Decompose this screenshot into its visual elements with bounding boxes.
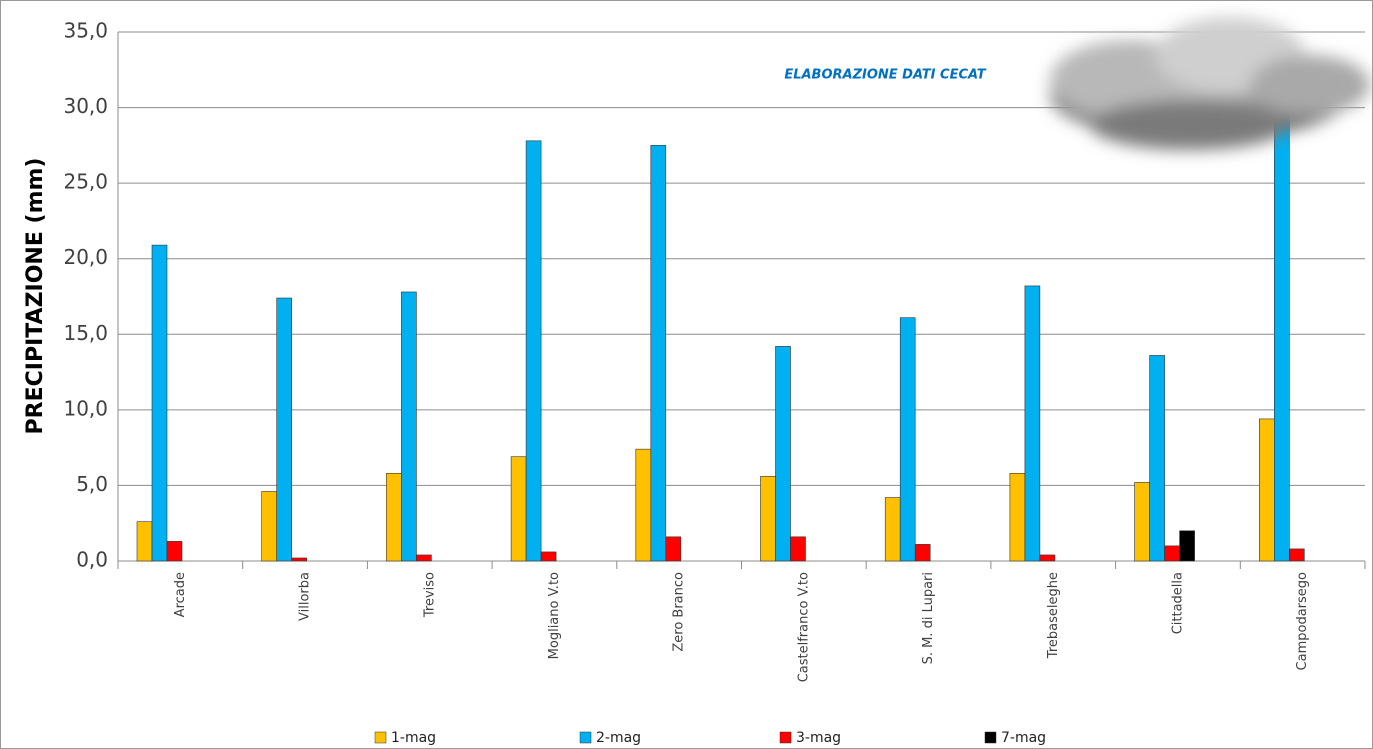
bar xyxy=(884,497,901,562)
legend-swatch xyxy=(374,731,387,744)
bar xyxy=(1274,99,1290,562)
y-axis-label: PRECIPITAZIONE (mm) xyxy=(23,158,48,435)
annotation: ELABORAZIONE DATI CECAT xyxy=(784,68,986,83)
bar xyxy=(1039,554,1056,562)
bar xyxy=(914,544,931,562)
legend-swatch xyxy=(579,731,592,744)
y-tick-label: 0,0 xyxy=(76,548,108,572)
y-tick-label: 35,0 xyxy=(63,19,108,43)
x-tick-label: S. M. di Lupari xyxy=(921,572,936,664)
bar xyxy=(775,346,791,562)
bar xyxy=(1024,285,1041,562)
bar xyxy=(665,536,682,562)
bar xyxy=(525,140,542,562)
x-tick-label: Zero Branco xyxy=(672,572,687,652)
y-tick-label: 15,0 xyxy=(63,321,108,345)
bar xyxy=(261,491,278,562)
bar xyxy=(790,536,806,562)
bar xyxy=(510,456,527,562)
bar xyxy=(166,541,183,562)
x-tick-label: Campodarsego xyxy=(1295,572,1310,670)
bar xyxy=(1179,530,1195,562)
bar xyxy=(416,554,432,562)
bar xyxy=(1134,482,1150,562)
y-tick-label: 25,0 xyxy=(63,170,108,194)
bar xyxy=(1149,355,1165,562)
x-tick-label: Mogliano V.to xyxy=(547,572,562,659)
bar xyxy=(540,551,557,562)
x-tick-label: Arcade xyxy=(173,572,188,617)
bar xyxy=(291,557,308,562)
legend-label: 7-mag xyxy=(1001,730,1046,746)
bar xyxy=(1164,545,1180,562)
bar xyxy=(136,521,153,562)
cloud xyxy=(1050,17,1370,150)
bar xyxy=(276,297,293,562)
bar xyxy=(386,473,402,562)
x-tick-label: Cittadella xyxy=(1170,572,1185,634)
y-tick-label: 30,0 xyxy=(63,94,108,118)
bar xyxy=(151,244,168,562)
x-tick-label: Castelfranco V.to xyxy=(796,572,811,682)
y-tick-label: 5,0 xyxy=(76,472,108,496)
bar xyxy=(650,145,667,562)
x-tick-label: Trebaseleghe xyxy=(1046,572,1061,659)
bar xyxy=(1009,473,1026,562)
bar xyxy=(899,317,916,562)
plot-area xyxy=(117,31,1366,569)
y-tick-label: 10,0 xyxy=(63,396,108,420)
bar xyxy=(1259,418,1275,562)
bar xyxy=(1289,548,1305,562)
x-tick-label: Villorba xyxy=(298,572,313,621)
bar xyxy=(401,291,417,562)
legend-label: 3-mag xyxy=(796,730,841,746)
legend-swatch xyxy=(984,731,997,744)
legend-label: 2-mag xyxy=(596,730,641,746)
legend-label: 1-mag xyxy=(391,730,436,746)
y-tick-label: 20,0 xyxy=(63,245,108,269)
bar xyxy=(635,448,652,562)
legend-swatch xyxy=(779,731,792,744)
x-tick-label: Treviso xyxy=(422,572,437,618)
bar xyxy=(760,476,776,562)
